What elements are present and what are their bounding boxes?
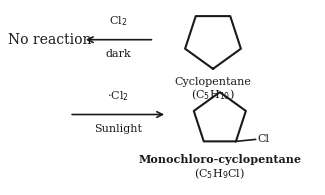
Text: Cyclopentane: Cyclopentane: [175, 77, 252, 87]
Text: $\cdot$Cl$_2$: $\cdot$Cl$_2$: [107, 89, 129, 103]
Text: Cl$_2$: Cl$_2$: [110, 14, 128, 28]
Text: (C$_5$H$_9$Cl): (C$_5$H$_9$Cl): [194, 166, 245, 181]
Text: Cl: Cl: [257, 134, 269, 144]
Text: dark: dark: [106, 49, 132, 59]
Text: Sunlight: Sunlight: [94, 124, 142, 134]
Text: (C$_5$H$_{10}$): (C$_5$H$_{10}$): [191, 87, 235, 102]
Text: No reaction: No reaction: [8, 33, 91, 47]
Text: Monochloro-cyclopentane: Monochloro-cyclopentane: [138, 154, 301, 165]
